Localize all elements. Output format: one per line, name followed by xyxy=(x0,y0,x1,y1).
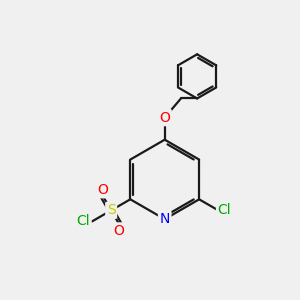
Text: S: S xyxy=(107,203,116,218)
Text: Cl: Cl xyxy=(76,214,90,228)
Text: O: O xyxy=(97,183,108,197)
Text: O: O xyxy=(159,111,170,124)
Text: O: O xyxy=(113,224,124,238)
Text: N: N xyxy=(160,212,170,226)
Text: Cl: Cl xyxy=(218,202,231,217)
